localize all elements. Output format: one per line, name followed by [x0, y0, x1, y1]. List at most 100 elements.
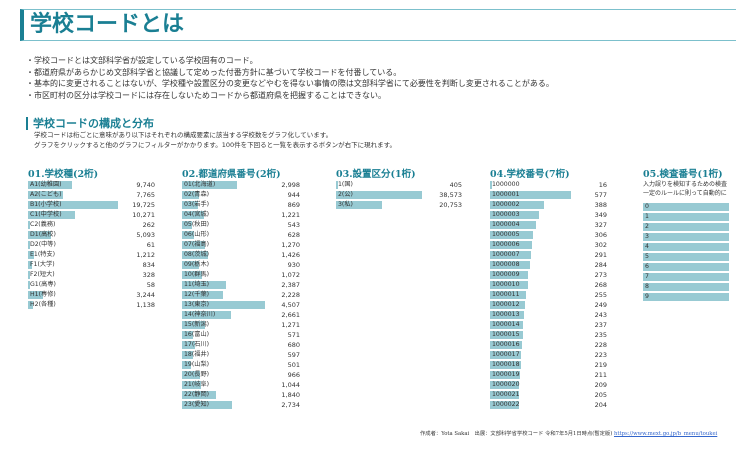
bar[interactable]	[643, 203, 729, 211]
bar[interactable]	[28, 191, 64, 199]
bar-row[interactable]: B1(小学校) 19,725	[28, 200, 155, 210]
bar-row[interactable]: 6	[643, 262, 729, 272]
bar-row[interactable]: 16(富山) 571	[182, 330, 300, 340]
bar-row[interactable]: G1(高専) 58	[28, 280, 155, 290]
bar-row[interactable]: 13(東京) 4,507	[182, 300, 300, 310]
bar-row[interactable]: 20(長野) 966	[182, 370, 300, 380]
bar-row[interactable]: 09(栃木) 930	[182, 260, 300, 270]
bar-row[interactable]: 02(青森) 944	[182, 190, 300, 200]
bar[interactable]	[182, 271, 202, 279]
bar[interactable]	[490, 181, 493, 189]
bar-row[interactable]: 05(秋田) 543	[182, 220, 300, 230]
bar-row[interactable]: 17(石川) 680	[182, 340, 300, 350]
bar[interactable]	[490, 261, 530, 269]
bar[interactable]	[336, 201, 383, 209]
bar[interactable]	[643, 223, 729, 231]
bar-row[interactable]: 3(私) 20,753	[336, 200, 462, 210]
bar-row[interactable]: 1(国) 405	[336, 180, 462, 190]
bar[interactable]	[490, 201, 545, 209]
bar[interactable]	[182, 201, 198, 209]
bar-row[interactable]: 10(群馬) 1,072	[182, 270, 300, 280]
bar-row[interactable]: 18(福井) 597	[182, 350, 300, 360]
bar[interactable]	[336, 181, 338, 189]
bar[interactable]	[182, 191, 200, 199]
bar[interactable]	[490, 221, 536, 229]
bar-row[interactable]: 19(山梨) 501	[182, 360, 300, 370]
bar-row[interactable]: F1(大学) 834	[28, 260, 155, 270]
bar-row[interactable]: 1000021 205	[490, 390, 607, 400]
bar[interactable]	[28, 281, 30, 289]
bar[interactable]	[182, 261, 200, 269]
bar[interactable]	[490, 241, 533, 249]
bar-row[interactable]: 1000022 204	[490, 400, 607, 410]
bar[interactable]	[490, 381, 520, 389]
bar[interactable]	[490, 271, 529, 279]
bar-row[interactable]: 04(宮城) 1,221	[182, 210, 300, 220]
bar-row[interactable]: 3	[643, 232, 729, 242]
bar-row[interactable]: 1000000 16	[490, 180, 607, 190]
bar[interactable]	[182, 241, 206, 249]
bar[interactable]	[490, 191, 571, 199]
bar[interactable]	[643, 293, 729, 301]
bar-row[interactable]: E1(特支) 1,212	[28, 250, 155, 260]
bar[interactable]	[490, 341, 522, 349]
bar[interactable]	[182, 251, 209, 259]
bar[interactable]	[490, 361, 521, 369]
bar[interactable]	[643, 273, 729, 281]
bar-row[interactable]: 9	[643, 292, 729, 302]
bar-row[interactable]: 1000015 235	[490, 330, 607, 340]
bar-row[interactable]: 03(岩手) 869	[182, 200, 300, 210]
bar-row[interactable]: 1000011 255	[490, 290, 607, 300]
bar[interactable]	[182, 291, 224, 299]
bar[interactable]	[490, 301, 525, 309]
bar[interactable]	[182, 391, 216, 399]
bar-row[interactable]: F2(短大) 328	[28, 270, 155, 280]
bar[interactable]	[182, 211, 205, 219]
bar-row[interactable]: 1000001 577	[490, 190, 607, 200]
bar[interactable]	[490, 291, 526, 299]
bar-row[interactable]: 1000005 306	[490, 230, 607, 240]
bar[interactable]	[490, 251, 531, 259]
bar-row[interactable]: H1(専修) 3,244	[28, 290, 155, 300]
bar-row[interactable]: 1000008 284	[490, 260, 607, 270]
bar[interactable]	[643, 263, 729, 271]
bar-row[interactable]: 0	[643, 202, 729, 212]
bar-row[interactable]: 1000019 211	[490, 370, 607, 380]
bar[interactable]	[490, 321, 524, 329]
bar[interactable]	[28, 231, 52, 239]
bar[interactable]	[643, 253, 729, 261]
bar[interactable]	[643, 283, 729, 291]
bar[interactable]	[28, 251, 34, 259]
bar-row[interactable]: 08(茨城) 1,426	[182, 250, 300, 260]
bar-row[interactable]: 23(愛知) 2,734	[182, 400, 300, 410]
bar-row[interactable]: 1000006 302	[490, 240, 607, 250]
bar-row[interactable]: 1000004 327	[490, 220, 607, 230]
bar-row[interactable]: 2	[643, 222, 729, 232]
bar[interactable]	[182, 321, 206, 329]
bar-row[interactable]: 14(神奈川) 2,661	[182, 310, 300, 320]
bar[interactable]	[490, 371, 520, 379]
bar-row[interactable]: 2(公) 38,573	[336, 190, 462, 200]
bar-row[interactable]: 21(岐阜) 1,044	[182, 380, 300, 390]
bar-row[interactable]: A2(こども) 7,765	[28, 190, 155, 200]
bar-row[interactable]: 1000018 219	[490, 360, 607, 370]
bar-row[interactable]: 1000007 291	[490, 250, 607, 260]
bar[interactable]	[28, 201, 118, 209]
bar[interactable]	[182, 401, 233, 409]
bar[interactable]	[490, 331, 523, 339]
bar[interactable]	[182, 181, 238, 189]
bar-row[interactable]: C1(中学校) 10,271	[28, 210, 155, 220]
bar[interactable]	[182, 221, 192, 229]
bar[interactable]	[28, 221, 30, 229]
bar[interactable]	[182, 281, 226, 289]
bar-row[interactable]: A1(幼稚園) 9,740	[28, 180, 155, 190]
bar-row[interactable]: 1	[643, 212, 729, 222]
bar[interactable]	[490, 311, 525, 319]
bar-row[interactable]: 7	[643, 272, 729, 282]
bar-row[interactable]: C2(義務) 262	[28, 220, 155, 230]
bar[interactable]	[643, 243, 729, 251]
bar-row[interactable]: H2(各種) 1,138	[28, 300, 155, 310]
bar[interactable]	[643, 233, 729, 241]
bar-row[interactable]: 1000016 228	[490, 340, 607, 350]
bar[interactable]	[182, 371, 200, 379]
